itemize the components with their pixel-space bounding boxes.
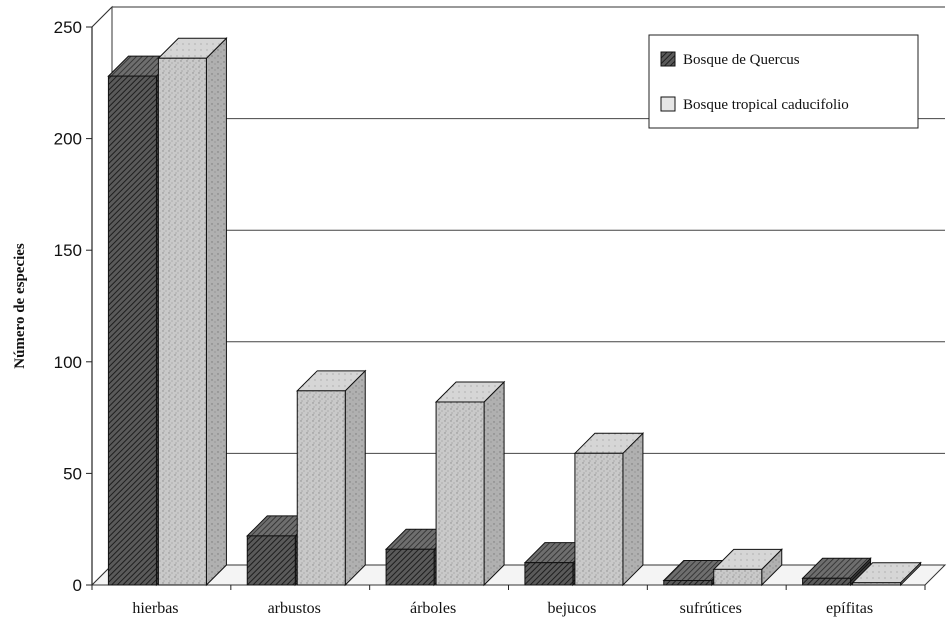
bar-front [574,452,624,586]
legend-label: Bosque de Quercus [683,52,800,68]
legend-swatch [660,51,676,67]
bar-front [663,580,713,586]
bar-front [713,568,763,586]
bar-front [385,548,435,586]
legend-swatch [660,96,676,112]
bar-side [344,369,366,587]
bar-front [296,390,346,586]
bar-front [246,535,296,586]
bar-front [435,401,485,586]
bar-front [852,582,902,586]
y-tick-label: 150 [54,241,82,260]
y-tick-label: 100 [54,353,82,372]
y-tick-label: 0 [73,576,82,595]
bar-side [483,380,505,587]
bar [801,557,872,587]
y-tick-label: 200 [54,130,82,149]
bar-front [524,562,574,586]
x-tick-label: arbustos [268,600,321,617]
labels: 0 50 100 150 200 250 Número de especies hierbas… [12,18,873,617]
legend-box [648,34,919,129]
bar [157,37,228,587]
bar-side [205,37,227,587]
x-tick-label: epífitas [826,600,873,617]
bar-front [802,577,852,586]
x-tick-label: sufrútices [680,600,742,617]
x-tick-label: bejucos [547,600,596,617]
x-tick-label: hierbas [132,600,178,617]
legend-label: Bosque tropical caducifolio [683,97,849,113]
y-tick-label: 250 [54,18,82,37]
bar [434,380,506,587]
bar [712,548,783,587]
y-axis-label: Número de especies [12,243,28,369]
bar [296,369,367,587]
bar-front [157,57,207,586]
y-tick-label: 50 [63,464,82,483]
bar-front [107,75,157,586]
bars [107,37,922,587]
bar-side [622,432,644,587]
bar [851,561,922,587]
x-tick-label: árboles [410,600,456,617]
bar [573,432,645,587]
legend: Bosque de Quercus Bosque tropical caducif… [648,34,919,129]
